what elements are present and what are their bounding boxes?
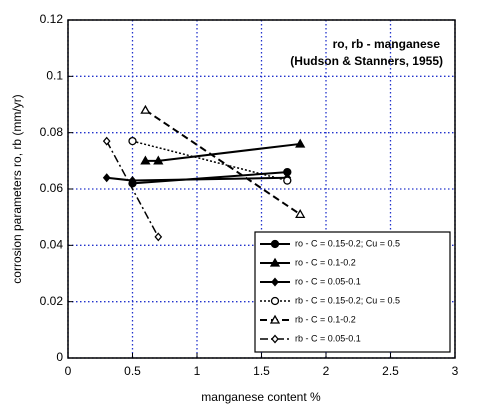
series-line <box>132 140 288 182</box>
plot-frame <box>67 19 456 359</box>
marker <box>128 176 137 186</box>
x-tick-label: 3 <box>452 364 459 378</box>
y-axis-label: corrosion parameters ro, rb (mm/yr) <box>10 94 24 283</box>
marker <box>295 209 306 219</box>
marker <box>271 277 279 287</box>
marker <box>269 314 281 324</box>
y-tick-label: 0.1 <box>46 69 63 83</box>
x-tick-label: 2 <box>323 364 330 378</box>
x-axis-label: manganese content % <box>201 390 321 404</box>
annotation: ro, rb - manganese <box>333 37 441 51</box>
marker <box>270 296 280 306</box>
legend-label: rb - C = 0.15-0.2; Cu = 0.5 <box>295 295 400 305</box>
marker <box>283 176 292 185</box>
marker <box>153 155 164 165</box>
x-tick-label: 1 <box>194 364 201 378</box>
series-line <box>106 140 159 238</box>
marker <box>271 334 279 344</box>
y-tick-label: 0.08 <box>40 125 64 139</box>
x-tick-label: 1.5 <box>253 364 270 378</box>
marker <box>295 138 306 148</box>
x-tick-label: 0.5 <box>124 364 141 378</box>
marker <box>140 155 151 165</box>
series-line <box>144 109 301 216</box>
marker <box>128 136 137 146</box>
y-tick-label: 0.12 <box>40 12 64 26</box>
legend-box <box>254 231 451 353</box>
marker <box>140 104 151 114</box>
legend-label: rb - C = 0.1-0.2 <box>295 314 356 324</box>
marker <box>154 232 163 242</box>
legend-label: ro - C = 0.15-0.2; Cu = 0.5 <box>295 238 400 248</box>
marker <box>102 136 111 146</box>
marker <box>270 239 280 249</box>
legend-label: ro - C = 0.05-0.1 <box>295 276 361 286</box>
marker <box>102 173 111 183</box>
legend-label: ro - C = 0.1-0.2 <box>295 257 356 267</box>
x-tick-label: 0 <box>65 364 72 378</box>
y-tick-label: 0 <box>56 350 63 364</box>
y-tick-label: 0.04 <box>40 238 64 252</box>
y-tick-label: 0.02 <box>40 294 64 308</box>
legend: ro - C = 0.15-0.2; Cu = 0.5 ro - C = 0.1-… <box>254 231 451 353</box>
y-tick-label: 0.06 <box>40 181 64 195</box>
legend-label: rb - C = 0.05-0.1 <box>295 333 361 343</box>
x-tick-label: 2.5 <box>382 364 399 378</box>
marker <box>269 257 281 267</box>
annotation: (Hudson & Stanners, 1955) <box>290 54 443 68</box>
